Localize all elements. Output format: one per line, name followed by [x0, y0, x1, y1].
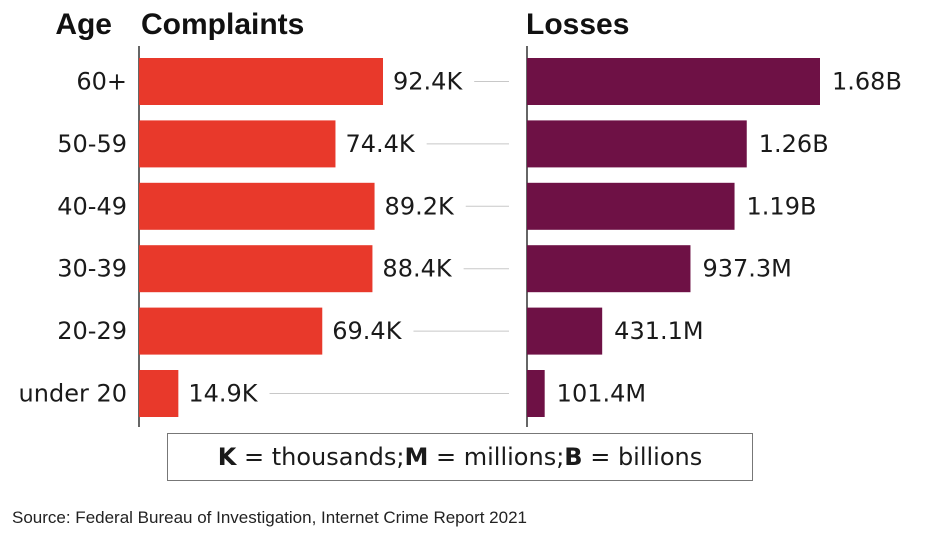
legend-b-key: B	[564, 443, 583, 471]
losses-bar	[527, 370, 545, 417]
losses-value-label: 101.4M	[557, 380, 646, 408]
losses-header: Losses	[526, 8, 629, 41]
losses-bar	[527, 182, 735, 230]
legend-m-text: = millions;	[428, 443, 565, 471]
losses-value-label: 1.68B	[832, 68, 902, 96]
losses-bar	[527, 307, 603, 355]
losses-bar	[527, 245, 691, 293]
complaints-bar	[139, 120, 336, 168]
category-label: 40-49	[57, 192, 127, 220]
complaints-bar	[139, 307, 323, 355]
complaints-header: Complaints	[141, 8, 304, 41]
complaints-value-label: 88.4K	[382, 255, 452, 283]
complaints-value-label: 14.9K	[188, 380, 258, 408]
complaints-value-label: 69.4K	[332, 317, 402, 345]
category-label: 50-59	[57, 130, 127, 158]
losses-bar	[527, 120, 747, 168]
losses-value-label: 431.1M	[614, 317, 703, 345]
complaints-bar	[139, 245, 373, 293]
source-note: Source: Federal Bureau of Investigation,…	[12, 508, 528, 527]
complaints-bar	[139, 58, 383, 105]
age-header: Age	[55, 8, 112, 41]
losses-bar	[527, 58, 820, 105]
units-legend: K = thousands; M = millions; B = billion…	[167, 433, 753, 481]
category-label: under 20	[19, 380, 127, 408]
complaints-value-label: 92.4K	[393, 68, 463, 96]
complaints-bar	[139, 370, 179, 417]
complaints-value-label: 89.2K	[385, 192, 455, 220]
category-label: 60+	[76, 68, 127, 96]
legend-k-key: K	[217, 443, 237, 471]
losses-value-label: 937.3M	[702, 255, 791, 283]
legend-k-text: = thousands;	[236, 443, 405, 471]
category-label: 30-39	[57, 255, 127, 283]
losses-value-label: 1.26B	[759, 130, 829, 158]
bar-chart: Age Complaints Losses 60+ 92.4K 1.68B 50-59…	[19, 8, 902, 427]
category-label: 20-29	[57, 317, 127, 345]
losses-value-label: 1.19B	[747, 192, 817, 220]
legend-b-text: = billions	[582, 443, 703, 471]
legend-m-key: M	[404, 443, 429, 471]
complaints-value-label: 74.4K	[345, 130, 415, 158]
complaints-bar	[139, 182, 375, 230]
